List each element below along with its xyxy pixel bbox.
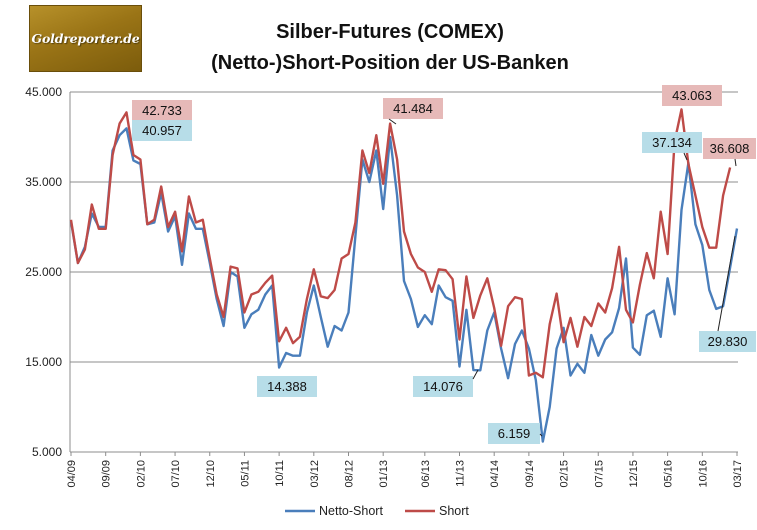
y-tick-label: 35.000 [25, 175, 62, 189]
goldreporter-logo: Goldreporter.de [29, 5, 142, 72]
annotation-label: 14.388 [267, 379, 307, 394]
x-tick-label: 02/15 [559, 460, 571, 488]
annotation-leader [539, 433, 543, 437]
annotation-label: 43.063 [672, 88, 712, 103]
chart-title-line1: Silber-Futures (COMEX) [276, 21, 504, 43]
annotation-box [132, 100, 192, 121]
annotation-box [642, 132, 702, 153]
x-tick-label: 07/15 [593, 460, 605, 488]
x-tick-label: 02/10 [135, 460, 147, 488]
annotation-leader [717, 235, 736, 332]
annotation-leader [388, 118, 397, 125]
series-line-netto-short [69, 127, 739, 443]
x-tick-label: 09/14 [524, 460, 536, 488]
x-tick-label: 05/16 [663, 460, 675, 488]
x-tick-label: 09/09 [101, 460, 113, 488]
x-tick-label: 04/09 [66, 460, 78, 488]
x-tick-label: 08/12 [344, 460, 356, 488]
annotation-label: 40.957 [142, 123, 182, 138]
x-tick-label: 10/11 [274, 460, 286, 487]
y-tick-label: 45.000 [25, 85, 62, 99]
annotation-label: 29.830 [708, 334, 748, 349]
annotation-label: 41.484 [393, 101, 433, 116]
annotation-box [662, 85, 722, 106]
annotation-label: 36.608 [710, 141, 750, 156]
annotation-box [383, 98, 443, 119]
annotation-label: 14.076 [423, 379, 463, 394]
y-tick-label: 25.000 [25, 265, 62, 279]
annotation-label: 42.733 [142, 103, 182, 118]
annotation-box [488, 423, 540, 444]
x-tick-label: 06/13 [420, 460, 432, 488]
x-tick-label: 05/11 [239, 460, 251, 487]
series-line-short [69, 108, 732, 379]
logo-text: Goldreporter.de [31, 31, 140, 46]
annotation-box [703, 138, 756, 159]
annotation-leader [683, 152, 688, 161]
annotation-leader [734, 158, 737, 167]
chart-title-line2: (Netto-)Short-Position der US-Banken [211, 52, 569, 74]
y-tick-label: 15.000 [25, 355, 62, 369]
x-tick-label: 03/12 [309, 460, 321, 488]
y-tick-label: 5.000 [32, 445, 62, 459]
annotation-box [413, 376, 473, 397]
x-tick-label: 04/14 [489, 460, 501, 488]
legend-label-netto-short: Netto-Short [319, 504, 383, 518]
x-tick-label: 07/10 [170, 460, 182, 488]
x-tick-label: 10/16 [697, 460, 709, 488]
x-tick-label: 12/15 [628, 460, 640, 488]
annotation-box [699, 331, 756, 352]
x-tick-label: 12/10 [205, 460, 217, 488]
annotation-label: 6.159 [498, 426, 531, 441]
legend-label-short: Short [439, 504, 469, 518]
annotation-label: 37.134 [652, 135, 692, 150]
x-tick-label: 03/17 [732, 460, 744, 488]
x-tick-label: 11/13 [455, 460, 467, 487]
annotation-box [132, 120, 192, 141]
annotation-leader [472, 369, 479, 380]
x-tick-label: 01/13 [378, 460, 390, 488]
annotation-box [257, 376, 317, 397]
